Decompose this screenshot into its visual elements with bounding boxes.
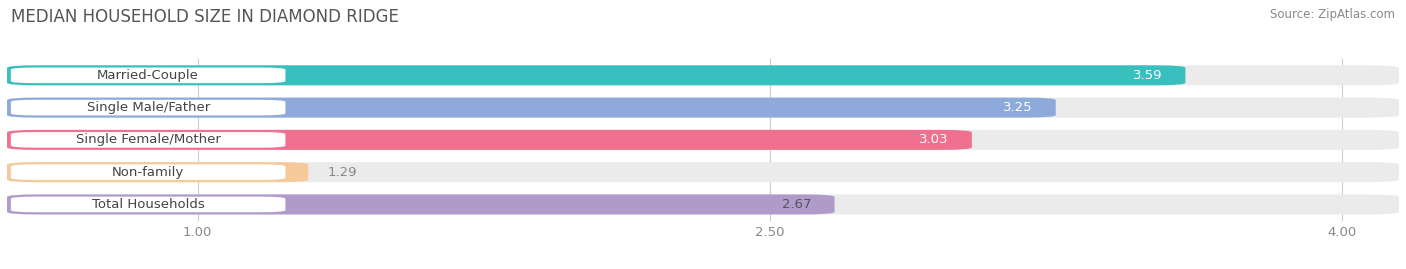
FancyBboxPatch shape bbox=[7, 98, 1056, 118]
FancyBboxPatch shape bbox=[11, 164, 285, 180]
Text: Married-Couple: Married-Couple bbox=[97, 69, 200, 82]
FancyBboxPatch shape bbox=[7, 194, 835, 214]
Text: Single Female/Mother: Single Female/Mother bbox=[76, 133, 221, 146]
Text: 2.67: 2.67 bbox=[782, 198, 811, 211]
FancyBboxPatch shape bbox=[11, 132, 285, 148]
Text: Source: ZipAtlas.com: Source: ZipAtlas.com bbox=[1270, 8, 1395, 21]
Text: 1.29: 1.29 bbox=[328, 166, 357, 179]
FancyBboxPatch shape bbox=[7, 194, 1399, 214]
FancyBboxPatch shape bbox=[7, 162, 308, 182]
FancyBboxPatch shape bbox=[7, 130, 1399, 150]
Text: MEDIAN HOUSEHOLD SIZE IN DIAMOND RIDGE: MEDIAN HOUSEHOLD SIZE IN DIAMOND RIDGE bbox=[11, 8, 399, 26]
Text: Single Male/Father: Single Male/Father bbox=[87, 101, 209, 114]
FancyBboxPatch shape bbox=[7, 98, 1399, 118]
FancyBboxPatch shape bbox=[7, 65, 1399, 85]
Text: Total Households: Total Households bbox=[91, 198, 204, 211]
Text: 3.59: 3.59 bbox=[1133, 69, 1163, 82]
Text: 3.03: 3.03 bbox=[920, 133, 949, 146]
FancyBboxPatch shape bbox=[7, 65, 1185, 85]
FancyBboxPatch shape bbox=[11, 68, 285, 83]
FancyBboxPatch shape bbox=[7, 162, 1399, 182]
Text: 3.25: 3.25 bbox=[1004, 101, 1033, 114]
FancyBboxPatch shape bbox=[7, 130, 972, 150]
Text: Non-family: Non-family bbox=[112, 166, 184, 179]
FancyBboxPatch shape bbox=[11, 100, 285, 115]
FancyBboxPatch shape bbox=[11, 197, 285, 212]
